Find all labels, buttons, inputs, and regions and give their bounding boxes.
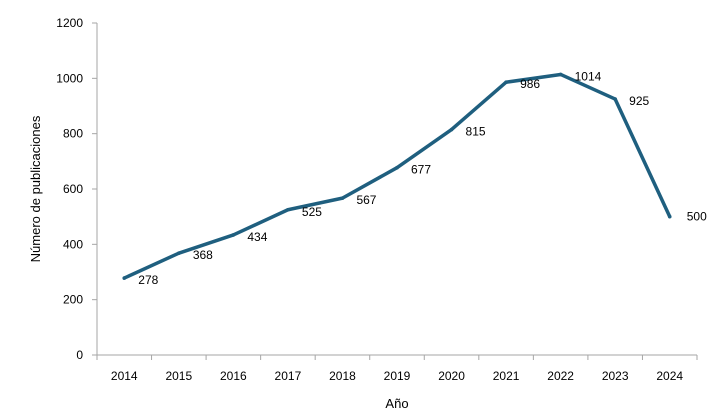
x-tick-label: 2021 [493,369,520,383]
data-label: 525 [302,205,322,219]
x-axis-ticks: 2014 2015 2016 2017 2018 2019 2020 2021 2022 2023… [96,355,698,383]
axes [96,23,697,356]
y-axis-title: Número de publicaciones [28,115,43,262]
x-tick-label: 2023 [602,369,629,383]
data-point [340,196,345,200]
data-point [286,207,290,212]
x-tick-label: 2022 [547,369,574,383]
x-tick-label: 2020 [438,369,465,383]
data-label: 278 [138,273,158,287]
x-tick-label: 2024 [656,369,683,383]
y-tick-label: 600 [63,182,83,196]
data-point [122,276,127,280]
data-label: 368 [193,248,213,262]
data-point [395,165,399,170]
data-label: 1014 [575,69,602,83]
data-point [667,214,672,219]
x-tick-label: 2015 [165,369,192,383]
y-tick-label: 0 [76,348,83,362]
data-labels: 278 368 434 525 567 677 815 986 1014 925 500 [138,69,707,287]
data-point [613,97,617,101]
data-point [177,251,181,255]
data-label: 500 [687,210,707,224]
data-label: 815 [466,125,486,139]
x-tick-label: 2016 [220,369,247,383]
data-point [449,127,454,132]
y-tick-label: 1200 [56,16,83,30]
y-tick-label: 800 [63,127,83,141]
data-label: 986 [520,77,540,91]
data-label: 925 [629,94,649,108]
data-point [558,72,563,77]
data-label: 567 [356,193,376,207]
x-tick-label: 2018 [329,369,356,383]
data-point [504,80,508,85]
y-axis-ticks: 0 200 400 600 800 1000 1200 [56,16,97,362]
x-tick-label: 2014 [111,369,138,383]
y-tick-label: 200 [63,293,83,307]
data-label: 677 [411,163,431,177]
series-layer [122,72,672,280]
y-tick-label: 1000 [56,71,83,85]
x-axis-title: Año [385,396,408,411]
data-label: 434 [247,230,267,244]
x-tick-label: 2019 [384,369,411,383]
x-tick-label: 2017 [275,369,302,383]
data-point [231,233,236,237]
y-tick-label: 400 [63,237,83,251]
